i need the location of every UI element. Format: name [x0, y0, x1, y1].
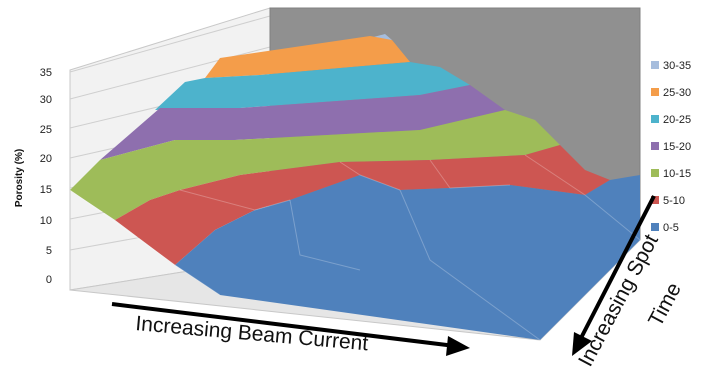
- legend-item-25-30: 25-30: [651, 87, 691, 99]
- legend-label-5-10: 5-10: [663, 195, 685, 207]
- band-20-25: [155, 62, 470, 110]
- legend-swatch-25-30: [651, 88, 659, 96]
- beam-current-arrow-head: [446, 336, 470, 356]
- legend-label-20-25: 20-25: [663, 114, 691, 126]
- tick-label-5: 5: [46, 245, 52, 257]
- band-25-30: [205, 36, 410, 78]
- spot-time-label-line2: Time: [644, 279, 686, 330]
- legend-item-5-10: 5-10: [651, 195, 685, 207]
- legend-label-0-5: 0-5: [663, 222, 679, 234]
- tick-label-20: 20: [40, 153, 52, 165]
- spot-time-arrow-shaft: [578, 195, 656, 341]
- tick-label-0: 0: [46, 274, 52, 286]
- legend-item-10-15: 10-15: [651, 168, 691, 180]
- legend-item-0-5: 0-5: [651, 222, 679, 234]
- legend-swatch-30-35: [651, 61, 659, 69]
- tick-label-35: 35: [40, 67, 52, 79]
- spot-time-arrow: [572, 195, 656, 356]
- legend-label-10-15: 10-15: [663, 168, 691, 180]
- mesh-line-5: [524, 154, 641, 241]
- legend-label-15-20: 15-20: [663, 141, 691, 153]
- band-15-20: [100, 85, 535, 160]
- gridline-35: [69, 15, 271, 73]
- band-5-10: [115, 145, 610, 265]
- beam-current-arrow-shaft: [111, 302, 456, 348]
- legend-swatch-20-25: [651, 115, 659, 123]
- legend-item-20-25: 20-25: [651, 114, 691, 126]
- band-0-5: [175, 175, 640, 340]
- mesh-line-7: [399, 189, 541, 341]
- tick-label-15: 15: [40, 184, 52, 196]
- legend-swatch-10-15: [651, 169, 659, 177]
- spot-time-arrow-head: [572, 332, 592, 356]
- legend-label-30-35: 30-35: [663, 60, 691, 72]
- mesh-line-6: [289, 199, 361, 271]
- beam-current-arrow: [111, 302, 470, 356]
- mesh-line-1: [69, 189, 221, 296]
- tick-label-30: 30: [40, 94, 52, 106]
- mesh-line-2: [179, 189, 291, 211]
- legend-swatch-15-20: [651, 142, 659, 150]
- legend-item-30-35: 30-35: [651, 60, 691, 72]
- contour-bands: [70, 34, 640, 340]
- z-axis-ticks: 35 30 25 20 15 10 5 0: [40, 67, 52, 286]
- surface-mesh: [69, 154, 641, 341]
- legend-item-15-20: 15-20: [651, 141, 691, 153]
- legend-swatch-5-10: [651, 196, 659, 204]
- legend-swatch-0-5: [651, 223, 659, 231]
- legend: 30-35 25-30 20-25 15-20 10-15 5-10: [651, 60, 691, 234]
- mesh-line-3: [339, 161, 401, 191]
- mesh-line-4: [429, 159, 511, 189]
- band-10-15: [70, 110, 560, 220]
- tick-label-25: 25: [40, 124, 52, 136]
- legend-label-25-30: 25-30: [663, 87, 691, 99]
- tick-label-10: 10: [40, 215, 52, 227]
- axis-title-porosity: Porosity (%): [14, 149, 25, 207]
